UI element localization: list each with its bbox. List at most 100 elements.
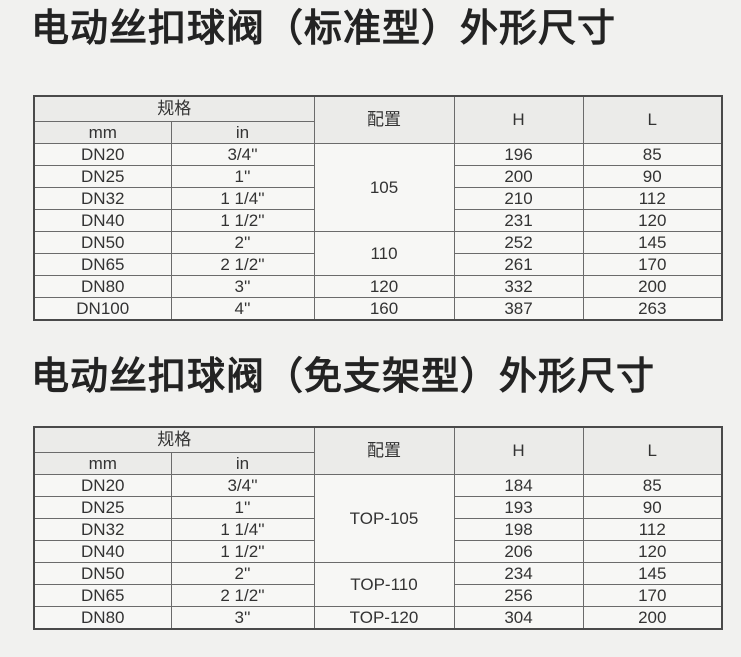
cell-mm: DN20 [33, 143, 172, 166]
cell-l: 200 [582, 606, 723, 630]
cell-l: 90 [582, 165, 723, 188]
cell-h: 184 [453, 474, 584, 497]
cell-l: 112 [582, 518, 723, 541]
table-row: DN50 2'' 110 252 145 [33, 231, 723, 276]
cell-in: 2 1/2'' [170, 584, 315, 607]
cell-in: 3/4'' [170, 143, 315, 166]
cell-config: TOP-110 [313, 562, 455, 607]
cell-mm: DN25 [33, 165, 172, 188]
section-title-standard-type: 电动丝扣球阀（标准型）外形尺寸 [31, 8, 617, 50]
col-header-h: H [453, 426, 584, 475]
table-row: DN20 3/4'' TOP-105 184 85 [33, 474, 723, 563]
table-row: DN65 2 1/2'' 256 170 [33, 584, 723, 607]
table-row: DN50 2'' TOP-110 234 145 [33, 562, 723, 607]
cell-h: 252 [453, 231, 584, 254]
cell-h: 206 [453, 540, 584, 563]
cell-l: 170 [582, 584, 723, 607]
table-header-row: 规格 配置 H L [33, 95, 723, 144]
col-header-config: 配置 [313, 95, 455, 144]
col-header-l: L [582, 426, 723, 475]
table-subheader-row: mm in [33, 452, 722, 475]
table-row: DN40 1 1/2'' 231 120 [33, 209, 723, 232]
cell-in: 1'' [170, 165, 315, 188]
section-title-bracket-free-type: 电动丝扣球阀（免支架型）外形尺寸 [31, 356, 656, 398]
cell-l: 112 [582, 187, 723, 210]
cell-in: 2'' [170, 231, 315, 254]
cell-mm: DN65 [33, 584, 172, 607]
table-standard-type: 规格 配置 H L mm in DN20 3/4'' 105 196 85 DN… [33, 95, 723, 321]
cell-h: 332 [453, 275, 584, 298]
col-header-mm: mm [33, 121, 172, 144]
table-row: DN25 1'' 200 90 [33, 165, 723, 188]
cell-mm: DN32 [33, 187, 172, 210]
cell-l: 145 [582, 231, 723, 254]
cell-mm: DN80 [33, 275, 172, 298]
col-header-l: L [582, 95, 723, 144]
cell-config: TOP-105 [313, 474, 455, 563]
cell-l: 120 [582, 540, 723, 563]
cell-h: 198 [453, 518, 584, 541]
cell-config: 120 [313, 275, 455, 298]
cell-in: 3'' [170, 275, 315, 298]
cell-mm: DN40 [33, 540, 172, 563]
cell-in: 1 1/2'' [170, 540, 315, 563]
col-header-in: in [170, 452, 315, 475]
table-row: DN65 2 1/2'' 261 170 [33, 253, 723, 276]
cell-in: 1 1/2'' [170, 209, 315, 232]
cell-h: 256 [453, 584, 584, 607]
cell-in: 3'' [170, 606, 315, 630]
col-header-config: 配置 [313, 426, 455, 475]
col-header-h: H [453, 95, 584, 144]
cell-h: 200 [453, 165, 584, 188]
cell-in: 2 1/2'' [170, 253, 315, 276]
col-header-in: in [170, 121, 315, 144]
table-row: DN25 1'' 193 90 [33, 496, 723, 519]
cell-l: 120 [582, 209, 723, 232]
table-row: DN32 1 1/4'' 198 112 [33, 518, 723, 541]
cell-l: 85 [582, 143, 723, 166]
table-bracket-free-type: 规格 配置 H L mm in DN20 3/4'' TOP-105 184 8… [33, 426, 723, 630]
cell-l: 263 [582, 297, 723, 321]
table-row: DN40 1 1/2'' 206 120 [33, 540, 723, 563]
cell-config: 160 [313, 297, 455, 321]
cell-h: 304 [453, 606, 584, 630]
cell-l: 145 [582, 562, 723, 585]
cell-mm: DN80 [33, 606, 172, 630]
cell-in: 4'' [170, 297, 315, 321]
cell-h: 196 [453, 143, 584, 166]
cell-mm: DN50 [33, 562, 172, 585]
cell-h: 387 [453, 297, 584, 321]
cell-l: 90 [582, 496, 723, 519]
cell-mm: DN25 [33, 496, 172, 519]
cell-h: 231 [453, 209, 584, 232]
cell-h: 261 [453, 253, 584, 276]
cell-mm: DN32 [33, 518, 172, 541]
cell-l: 200 [582, 275, 723, 298]
col-header-mm: mm [33, 452, 172, 475]
cell-mm: DN20 [33, 474, 172, 497]
cell-config: TOP-120 [313, 606, 455, 630]
col-header-spec: 规格 [33, 95, 315, 122]
cell-h: 234 [453, 562, 584, 585]
cell-in: 3/4'' [170, 474, 315, 497]
table-row: DN100 4'' 160 387 263 [33, 297, 723, 321]
cell-config: 110 [313, 231, 455, 276]
cell-h: 193 [453, 496, 584, 519]
cell-mm: DN40 [33, 209, 172, 232]
cell-l: 85 [582, 474, 723, 497]
cell-in: 1 1/4'' [170, 187, 315, 210]
cell-config: 105 [313, 143, 455, 232]
cell-mm: DN65 [33, 253, 172, 276]
cell-in: 1'' [170, 496, 315, 519]
cell-mm: DN100 [33, 297, 172, 321]
cell-in: 2'' [170, 562, 315, 585]
cell-l: 170 [582, 253, 723, 276]
table-row: DN80 3'' TOP-120 304 200 [33, 606, 723, 630]
table-header-row: 规格 配置 H L [33, 426, 723, 475]
table-row: DN80 3'' 120 332 200 [33, 275, 723, 298]
col-header-spec: 规格 [33, 426, 315, 453]
cell-mm: DN50 [33, 231, 172, 254]
cell-in: 1 1/4'' [170, 518, 315, 541]
table-subheader-row: mm in [33, 121, 722, 144]
